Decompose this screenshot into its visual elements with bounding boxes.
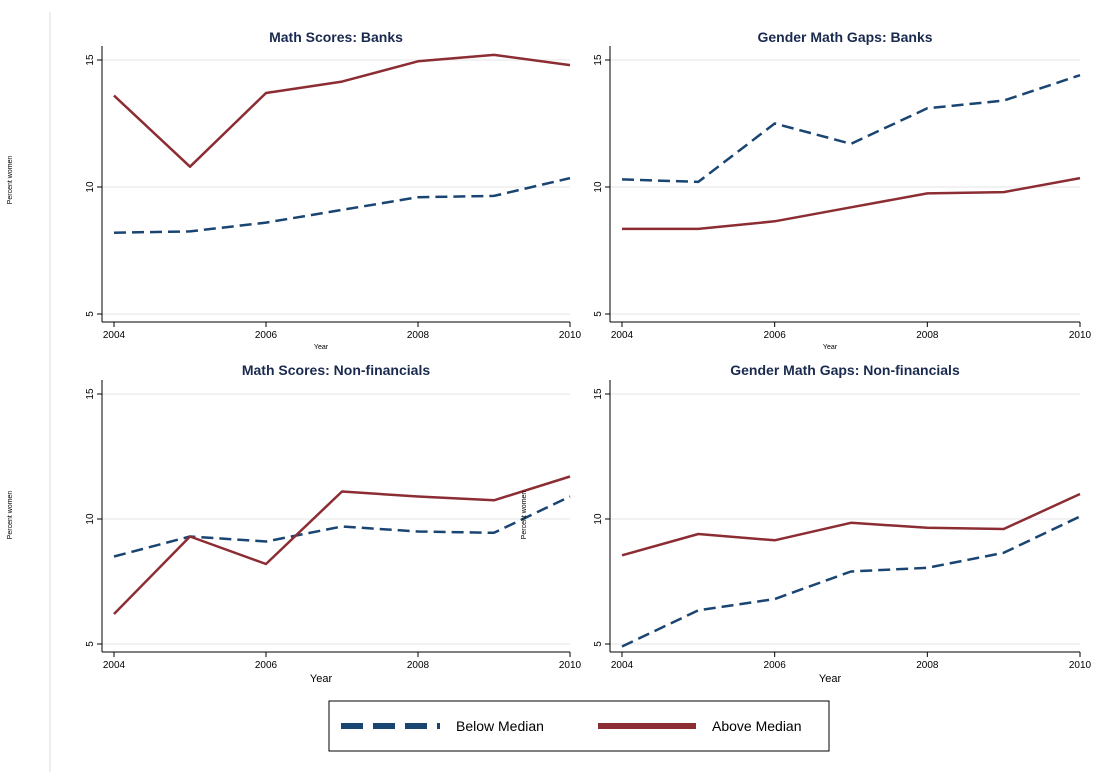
series-line-above-median bbox=[113, 53, 571, 168]
x-axis-label: Year bbox=[819, 673, 842, 685]
y-tick-label: 5 bbox=[85, 641, 96, 647]
x-tick-label: 2010 bbox=[559, 660, 582, 671]
x-tick-label: 2006 bbox=[255, 660, 278, 671]
y-tick-label: 5 bbox=[593, 311, 604, 317]
x-tick-label: 2006 bbox=[255, 330, 278, 341]
series-line-above-median bbox=[622, 176, 1081, 231]
x-axis-label: Year bbox=[823, 344, 838, 351]
x-tick-label: 2006 bbox=[764, 330, 787, 341]
x-tick-label: 2004 bbox=[103, 330, 126, 341]
y-axis-label: Percent women bbox=[7, 156, 14, 205]
legend-label-below-median: Below Median bbox=[456, 718, 544, 734]
x-tick-label: 2004 bbox=[611, 660, 634, 671]
y-tick-label: 15 bbox=[85, 388, 96, 400]
x-axis-label: Year bbox=[310, 673, 333, 685]
legend-label-above-median: Above Median bbox=[712, 718, 802, 734]
x-tick-label: 2008 bbox=[407, 330, 430, 341]
x-tick-label: 2008 bbox=[916, 330, 939, 341]
series-line-above-median bbox=[113, 475, 571, 615]
x-tick-label: 2004 bbox=[103, 660, 126, 671]
y-tick-label: 5 bbox=[85, 311, 96, 317]
x-tick-label: 2004 bbox=[611, 330, 634, 341]
series-line-below-median bbox=[113, 176, 571, 234]
x-tick-label: 2008 bbox=[916, 660, 939, 671]
series-line-above-median bbox=[621, 492, 1081, 557]
panel-title: Math Scores: Banks bbox=[269, 29, 403, 45]
panel-title: Math Scores: Non-financials bbox=[242, 362, 430, 378]
x-axis-label: Year bbox=[314, 344, 329, 351]
panel-title: Gender Math Gaps: Non-financials bbox=[730, 362, 960, 378]
x-tick-label: 2008 bbox=[407, 660, 430, 671]
y-tick-label: 10 bbox=[85, 181, 96, 193]
x-tick-label: 2010 bbox=[1069, 330, 1092, 341]
series-line-below-median bbox=[621, 74, 1081, 184]
y-tick-label: 10 bbox=[593, 181, 604, 193]
y-tick-label: 15 bbox=[593, 388, 604, 400]
y-tick-label: 10 bbox=[85, 513, 96, 525]
y-tick-label: 15 bbox=[593, 54, 604, 66]
y-tick-label: 15 bbox=[85, 54, 96, 66]
x-tick-label: 2010 bbox=[1069, 660, 1092, 671]
x-tick-label: 2006 bbox=[764, 660, 787, 671]
y-axis-label: Percent women bbox=[521, 491, 528, 540]
y-tick-label: 10 bbox=[593, 513, 604, 525]
x-tick-label: 2010 bbox=[559, 330, 582, 341]
y-tick-label: 5 bbox=[593, 641, 604, 647]
panel-title: Gender Math Gaps: Banks bbox=[757, 29, 932, 45]
series-line-below-median bbox=[621, 515, 1081, 648]
series-line-below-median bbox=[113, 495, 571, 558]
y-axis-label: Percent women bbox=[7, 491, 14, 540]
